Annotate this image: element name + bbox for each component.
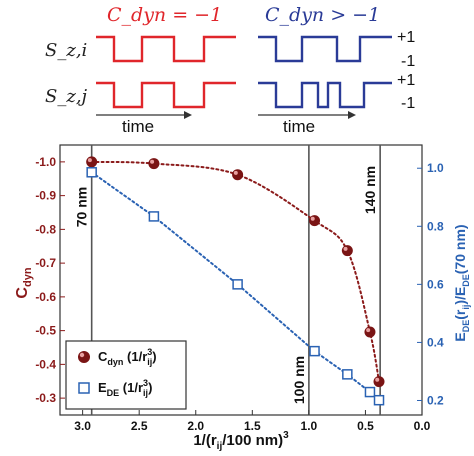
y-left-tick-label: -0.7 <box>35 256 56 270</box>
vertical-line-label: 100 nm <box>291 356 307 404</box>
ede-point <box>232 279 243 290</box>
y-left-tick-label: -1.0 <box>35 155 56 169</box>
legend-label-ede: EDE (1/r3 ij) <box>98 378 152 398</box>
x-axis-title: 1/(rij/100 nm)3 <box>193 430 289 452</box>
x-axis: 3.0 2.5 2.0 1.5 1.0 0.5 0.0 <box>74 410 431 433</box>
plot-frame <box>59 144 423 416</box>
level-label-row1-high: +1 <box>397 29 415 46</box>
schematic: C_dyn = −1 C_dyn > −1 S_z,i S_z,j +1 -1 … <box>45 4 415 136</box>
cdyn-point-highlight <box>150 159 155 164</box>
ede-point <box>364 386 376 398</box>
y-axis-right: 1.0 0.8 0.6 0.4 0.2 <box>417 161 444 407</box>
right-condition-label: C_dyn > −1 <box>265 4 380 26</box>
y-left-tick-label: -0.8 <box>35 222 56 236</box>
ede-point <box>148 211 160 222</box>
level-label-row2-high: +1 <box>397 72 415 89</box>
cdyn-point <box>309 215 321 227</box>
level-label-row2-low: -1 <box>401 95 415 112</box>
legend-label-cdyn: Cdyn (1/r3 ij) <box>98 347 157 367</box>
left-row2-waveform <box>96 81 236 109</box>
left-time-arrow <box>96 111 192 119</box>
y-right-tick-label: 1.0 <box>427 161 444 175</box>
vertical-line-label: 70 nm <box>74 187 90 227</box>
x-tick-label: 2.0 <box>187 419 204 433</box>
left-row1-waveform <box>96 35 236 63</box>
cdyn-point-highlight <box>366 328 371 333</box>
row2-label: S_z,j <box>45 86 88 107</box>
right-row1-waveform <box>258 35 392 63</box>
right-time-label: time <box>283 117 315 136</box>
row1-label: S_z,i <box>45 40 87 61</box>
x-tick-label: 1.0 <box>301 419 318 433</box>
x-tick-label: 3.0 <box>74 419 91 433</box>
cdyn-point <box>86 156 98 168</box>
y-right-tick-label: 0.2 <box>427 393 444 407</box>
cdyn-point-highlight <box>375 377 380 382</box>
left-time-label: time <box>122 117 154 136</box>
y-right-tick-label: 0.6 <box>427 277 444 291</box>
y-left-tick-label: -0.9 <box>35 189 56 203</box>
legend-marker-ede <box>78 382 90 394</box>
cdyn-point <box>373 376 385 388</box>
y-left-tick-label: -0.6 <box>35 290 56 304</box>
x-tick-label: 1.5 <box>244 419 261 433</box>
y-axis-right-title: EDE(rij)/EDE(70 nm) <box>452 224 471 341</box>
right-row2-waveform <box>258 81 392 109</box>
x-tick-label: 0.5 <box>357 419 374 433</box>
cdyn-point <box>232 169 244 181</box>
cdyn-point-highlight <box>310 216 315 221</box>
cdyn-point-highlight <box>343 246 348 251</box>
x-tick-label: 0.0 <box>414 419 431 433</box>
y-axis-left: -1.0 -0.9 -0.8 -0.7 -0.6 -0.5 -0.4 -0.3 <box>35 155 65 405</box>
cdyn-point-highlight <box>233 170 238 175</box>
ede-point <box>309 345 320 357</box>
cdyn-point <box>364 326 376 338</box>
legend: Cdyn (1/r3 ij) EDE (1/r3 ij) <box>65 340 187 410</box>
y-right-tick-label: 0.4 <box>427 335 444 349</box>
cdyn-point <box>341 245 353 257</box>
y-right-tick-label: 0.8 <box>427 219 444 233</box>
ede-point <box>373 394 385 406</box>
y-left-tick-label: -0.5 <box>35 324 56 338</box>
y-left-tick-label: -0.4 <box>35 357 56 371</box>
y-axis-left-title: Cdyn <box>14 267 34 298</box>
ede-point <box>86 167 97 178</box>
data-marks <box>86 156 385 406</box>
left-condition-label: C_dyn = −1 <box>107 4 222 26</box>
ede-point <box>342 369 353 380</box>
cdyn-point <box>148 158 160 170</box>
legend-marker-cdyn <box>78 351 90 363</box>
vertical-line-label: 140 nm <box>362 166 378 214</box>
right-time-arrow <box>258 111 356 119</box>
y-left-tick-label: -0.3 <box>35 391 56 405</box>
level-label-row1-low: -1 <box>401 53 415 70</box>
cdyn-point-highlight <box>87 158 92 163</box>
x-tick-label: 2.5 <box>131 419 148 433</box>
